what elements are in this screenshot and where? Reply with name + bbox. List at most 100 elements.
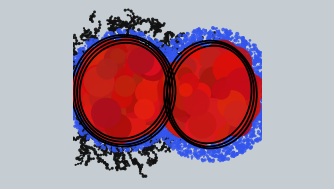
Point [144, 117, 149, 120]
Point [184, 70, 189, 73]
Point [200, 136, 205, 139]
Point [145, 139, 150, 142]
Point [63, 99, 68, 102]
Point [139, 50, 144, 53]
Point [231, 90, 236, 93]
Point [223, 98, 228, 101]
Point [237, 105, 242, 108]
Point [179, 104, 184, 107]
Point [235, 109, 240, 112]
Point [97, 74, 103, 77]
Point [182, 70, 188, 73]
Point [180, 136, 185, 139]
Point [123, 120, 128, 123]
Point [149, 98, 155, 101]
Point [101, 121, 106, 124]
Point [84, 50, 89, 53]
Point [198, 105, 203, 108]
Point [155, 50, 161, 53]
Point [176, 67, 181, 70]
Point [266, 112, 271, 115]
Point [73, 87, 78, 90]
Point [143, 145, 148, 148]
Point [166, 119, 172, 122]
Point [219, 87, 224, 90]
Point [97, 112, 102, 115]
Point [151, 84, 156, 87]
Point [98, 51, 103, 54]
Point [86, 154, 92, 157]
Point [177, 84, 182, 87]
Point [127, 94, 133, 97]
Point [90, 79, 95, 82]
Point [135, 85, 140, 88]
Point [127, 121, 133, 124]
Point [184, 67, 189, 70]
Point [274, 96, 280, 99]
Point [68, 62, 73, 65]
Point [217, 155, 222, 158]
Point [96, 134, 101, 137]
Point [89, 106, 95, 109]
Point [123, 71, 128, 74]
Point [267, 100, 272, 103]
Point [102, 78, 108, 81]
Point [241, 70, 247, 73]
Point [167, 83, 172, 86]
Point [126, 105, 131, 108]
Point [157, 71, 163, 74]
Point [126, 146, 131, 149]
Point [216, 71, 222, 74]
Point [212, 99, 217, 102]
Point [90, 102, 95, 105]
Point [199, 82, 205, 85]
Point [76, 63, 81, 66]
Point [223, 57, 229, 60]
Point [76, 126, 82, 129]
Point [105, 100, 111, 103]
Point [114, 96, 119, 99]
Point [163, 41, 168, 44]
Point [216, 149, 222, 152]
Point [161, 95, 167, 98]
Point [205, 94, 211, 97]
Point [68, 62, 73, 65]
Point [153, 85, 158, 88]
Point [216, 129, 221, 132]
Point [124, 144, 130, 147]
Point [161, 92, 166, 95]
Point [126, 118, 131, 121]
Point [115, 80, 120, 83]
Point [264, 99, 270, 102]
Point [233, 108, 239, 111]
Point [198, 72, 203, 75]
Point [139, 115, 144, 118]
Point [151, 126, 156, 129]
Point [216, 72, 221, 75]
Point [196, 122, 201, 125]
Point [108, 130, 113, 133]
Point [258, 106, 263, 109]
Point [127, 103, 133, 106]
Point [188, 132, 193, 135]
Point [210, 56, 215, 59]
Point [113, 151, 118, 154]
Point [216, 105, 222, 108]
Point [122, 91, 128, 94]
Point [120, 147, 125, 150]
Point [219, 65, 224, 68]
Point [170, 90, 176, 93]
Point [199, 123, 205, 126]
Point [206, 124, 211, 127]
Point [166, 103, 172, 106]
Point [192, 121, 198, 124]
Point [96, 156, 101, 160]
Point [149, 61, 154, 64]
Point [162, 97, 168, 100]
Point [186, 125, 191, 128]
Point [109, 120, 115, 123]
Point [202, 83, 207, 86]
Point [154, 95, 160, 98]
Point [106, 127, 112, 130]
Point [197, 76, 202, 79]
